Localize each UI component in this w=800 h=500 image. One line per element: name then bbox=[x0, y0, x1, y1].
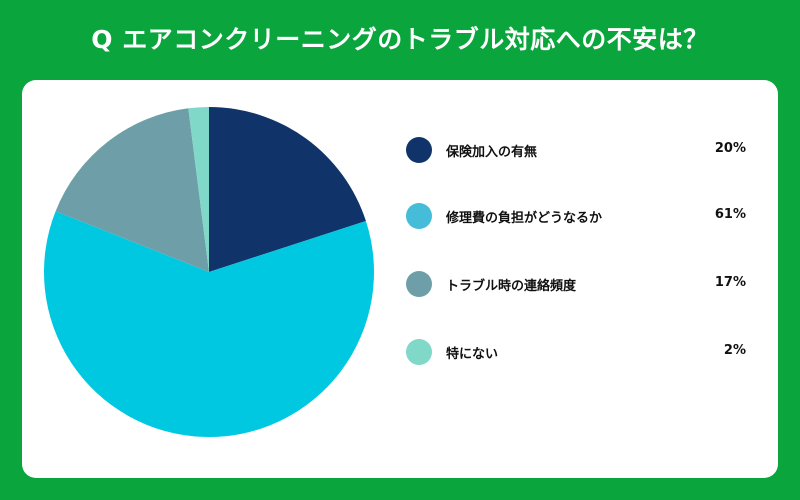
pie-slice-3 bbox=[55, 108, 210, 272]
legend-label: 特にない bbox=[446, 347, 499, 362]
pie-slice-2 bbox=[43, 211, 374, 438]
legend-label: トラブル時の連絡頻度 bbox=[446, 279, 577, 294]
legend-label: 修理費の負担がどうなるか bbox=[446, 211, 603, 226]
legend-item-insurance: 保険加入の有無 20% bbox=[406, 135, 746, 165]
pie-slice-4 bbox=[188, 107, 209, 272]
legend-value: 2% bbox=[723, 343, 746, 358]
legend-value: 17% bbox=[714, 275, 746, 290]
legend-item-repair-cost: 修理費の負担がどうなるか 61% bbox=[406, 201, 746, 231]
legend-value: 61% bbox=[714, 207, 746, 222]
legend-swatch bbox=[406, 271, 432, 297]
legend-item-contact-frequency: トラブル時の連絡頻度 17% bbox=[406, 269, 746, 299]
legend-item-none: 特にない 2% bbox=[406, 337, 746, 367]
legend-swatch bbox=[406, 203, 432, 229]
legend-swatch bbox=[406, 339, 432, 365]
legend-label: 保険加入の有無 bbox=[446, 145, 538, 160]
legend-swatch bbox=[406, 137, 432, 163]
pie-chart bbox=[43, 107, 374, 438]
legend-value: 20% bbox=[714, 141, 746, 156]
chart-card: 保険加入の有無 20% 修理費の負担がどうなるか 61% トラブル時の連絡頻度 … bbox=[22, 80, 778, 478]
pie-slice-1 bbox=[209, 107, 366, 272]
chart-title: Q エアコンクリーニングのトラブル対応への不安は？ bbox=[91, 25, 709, 54]
